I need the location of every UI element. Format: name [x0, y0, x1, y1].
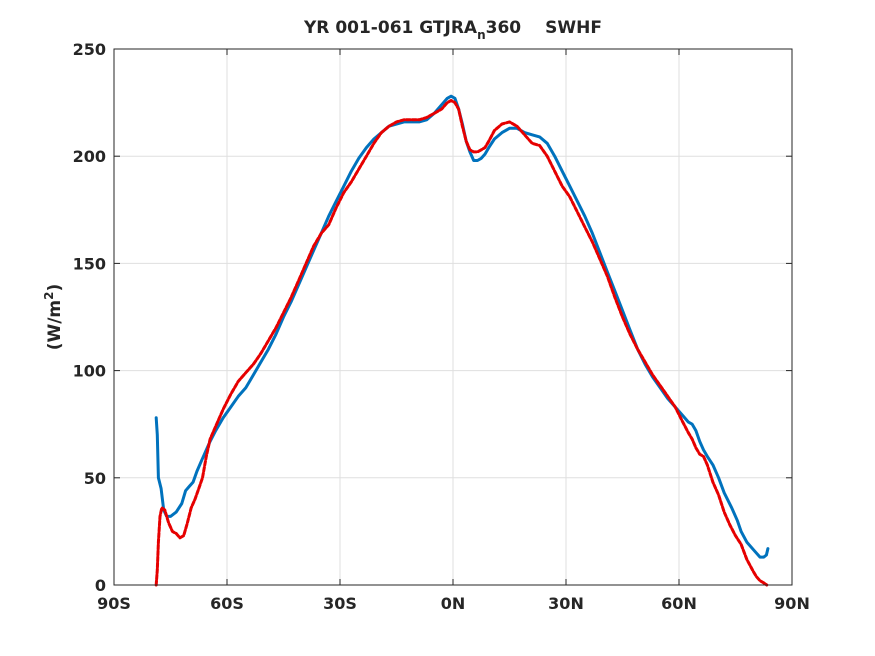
title-subscript: n	[477, 28, 486, 42]
ylabel-superscript: 2	[42, 291, 56, 299]
x-tick-label: 0N	[441, 594, 466, 613]
y-tick-label: 250	[73, 40, 106, 59]
y-axis-label: (W/m2)	[42, 284, 65, 351]
title-prefix: YR 001-061 GTJRA	[303, 18, 478, 38]
x-tick-label: 90S	[97, 594, 131, 613]
y-tick-label: 200	[73, 147, 106, 166]
y-tick-label: 0	[95, 576, 106, 595]
series-line-dashed-red	[154, 99, 769, 587]
x-tick-label: 30N	[548, 594, 584, 613]
title-field: SWHF	[545, 18, 602, 38]
y-tick-label: 150	[73, 254, 106, 273]
y-tick-label: 50	[84, 469, 106, 488]
x-tick-label: 90N	[774, 594, 810, 613]
chart-title: YR 001-061 GTJRAn360 SWHF	[303, 18, 602, 42]
grid-layer	[114, 49, 792, 585]
title-suffix: 360	[486, 18, 522, 38]
x-tick-label: 60N	[661, 594, 697, 613]
x-tick-label: 60S	[210, 594, 244, 613]
ticks-layer: 90S 60S 30S 0N 30N 60N 90N 0 50 100 150 200 250	[73, 40, 810, 613]
ylabel-prefix: (W/m	[45, 300, 65, 350]
ylabel-suffix: )	[45, 284, 65, 292]
series-layer	[154, 94, 770, 587]
y-tick-label: 100	[73, 362, 106, 381]
x-tick-label: 30S	[323, 594, 357, 613]
